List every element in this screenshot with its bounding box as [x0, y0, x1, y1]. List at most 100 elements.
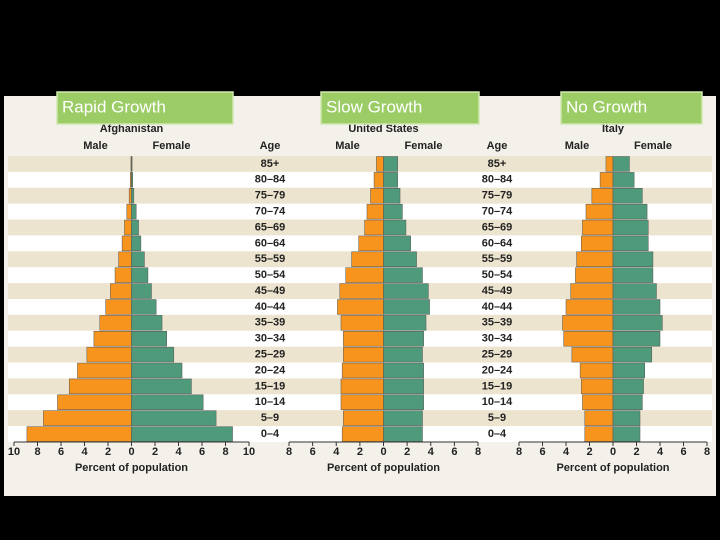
- y-tick-label: 75–79: [482, 190, 513, 202]
- bar: [343, 331, 384, 347]
- bar: [340, 378, 384, 395]
- x-tick-label: 4: [81, 446, 88, 458]
- bar: [131, 251, 145, 267]
- bar: [131, 426, 233, 442]
- x-tick-label: 0: [128, 446, 134, 458]
- bar: [383, 267, 423, 283]
- bar: [57, 394, 132, 410]
- subtitle: No Growth: [566, 97, 647, 116]
- y-tick-label: 55–59: [482, 253, 513, 265]
- bar: [612, 346, 653, 363]
- x-tick-label: 8: [222, 446, 228, 458]
- bar: [118, 251, 132, 267]
- bar: [599, 172, 614, 188]
- x-tick-label: 2: [152, 446, 158, 458]
- bar: [131, 172, 133, 188]
- bar: [612, 219, 649, 236]
- bar: [131, 315, 163, 331]
- row-stripe: [8, 219, 712, 236]
- chart-title: Italy: [602, 123, 625, 135]
- y-tick-label: 30–34: [255, 333, 286, 345]
- bar: [131, 267, 149, 283]
- bar: [131, 283, 152, 299]
- x-tick-label: 6: [199, 446, 205, 458]
- bar: [373, 172, 384, 188]
- y-tick-label: 45–49: [482, 285, 513, 297]
- bar: [612, 203, 648, 220]
- x-tick-label: 6: [680, 446, 686, 458]
- legend-label: Male: [565, 140, 589, 152]
- bar: [383, 188, 401, 204]
- label-box: [56, 91, 234, 125]
- bar: [341, 362, 384, 379]
- x-tick-label: 2: [357, 446, 363, 458]
- bar: [26, 426, 132, 442]
- bar: [383, 235, 411, 252]
- y-tick-label: 50–54: [255, 269, 286, 281]
- legend-label: Male: [83, 140, 107, 152]
- bar: [343, 410, 384, 426]
- bar: [612, 267, 654, 283]
- bar: [131, 299, 157, 315]
- bar: [121, 235, 132, 252]
- bar: [93, 331, 132, 347]
- subtitle: Rapid Growth: [62, 97, 166, 116]
- bar: [581, 378, 614, 395]
- bar: [124, 219, 132, 236]
- bar: [131, 188, 135, 204]
- x-tick-label: 6: [310, 446, 316, 458]
- bar: [383, 172, 398, 188]
- y-tick-label: 60–64: [255, 237, 286, 249]
- bar: [571, 346, 614, 363]
- x-tick-label: 4: [657, 446, 664, 458]
- row-stripe: [8, 171, 712, 188]
- bar: [366, 203, 384, 220]
- bar: [612, 172, 635, 188]
- bar: [612, 299, 661, 315]
- y-tick-label: 60–64: [482, 237, 513, 249]
- bar: [612, 331, 661, 347]
- bar: [340, 315, 384, 331]
- bar: [383, 315, 427, 331]
- bar: [565, 299, 614, 315]
- bar: [579, 362, 614, 379]
- bar: [86, 346, 132, 363]
- y-tick-label: 65–69: [255, 221, 286, 233]
- bar: [383, 156, 398, 172]
- bar: [584, 410, 614, 426]
- bar: [582, 394, 614, 410]
- bar: [383, 283, 429, 299]
- y-tick-label: 85+: [488, 158, 507, 170]
- bar: [612, 156, 630, 172]
- bar: [131, 219, 139, 236]
- bar: [114, 267, 132, 283]
- x-tick-label: 0: [380, 446, 386, 458]
- bar: [612, 410, 641, 426]
- subtitle: Slow Growth: [326, 97, 422, 116]
- bar: [584, 426, 614, 442]
- bar: [351, 251, 384, 267]
- bar: [612, 315, 663, 331]
- bar: [383, 378, 424, 395]
- y-tick-label: 30–34: [482, 333, 513, 345]
- y-tick-label: 40–44: [255, 301, 286, 313]
- bar: [126, 203, 132, 220]
- x-tick-label: 10: [243, 446, 255, 458]
- y-tick-label: 70–74: [255, 206, 286, 218]
- y-tick-label: 35–39: [255, 317, 286, 329]
- bar: [383, 426, 423, 442]
- bar: [562, 315, 614, 331]
- row-stripe: [8, 187, 712, 204]
- x-tick-label: 4: [333, 446, 340, 458]
- bar: [383, 251, 417, 267]
- bar: [131, 331, 167, 347]
- bar: [612, 378, 644, 395]
- y-tick-label: 10–14: [255, 396, 286, 408]
- y-tick-label: 80–84: [482, 174, 513, 186]
- bar: [612, 235, 649, 252]
- bar: [339, 283, 384, 299]
- x-tick-label: 2: [633, 446, 639, 458]
- bar: [358, 235, 384, 252]
- x-tick-label: 2: [404, 446, 410, 458]
